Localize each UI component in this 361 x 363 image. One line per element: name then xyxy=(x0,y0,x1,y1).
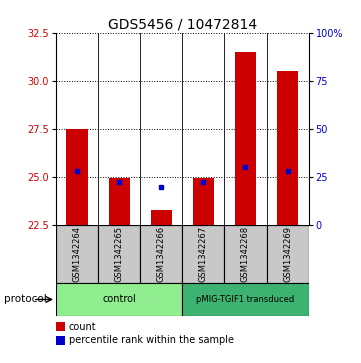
Text: percentile rank within the sample: percentile rank within the sample xyxy=(69,335,234,345)
Bar xyxy=(140,225,182,283)
Bar xyxy=(182,283,309,316)
Bar xyxy=(109,178,130,225)
Bar xyxy=(225,225,266,283)
Text: GSM1342268: GSM1342268 xyxy=(241,226,250,282)
Text: GSM1342265: GSM1342265 xyxy=(115,226,123,282)
Bar xyxy=(235,52,256,225)
Bar xyxy=(182,225,225,283)
Title: GDS5456 / 10472814: GDS5456 / 10472814 xyxy=(108,17,257,32)
Text: GSM1342266: GSM1342266 xyxy=(157,226,166,282)
Text: count: count xyxy=(69,322,96,332)
Text: protocol: protocol xyxy=(4,294,46,305)
Bar xyxy=(193,178,214,225)
Bar xyxy=(56,283,182,316)
Text: control: control xyxy=(102,294,136,305)
Text: GSM1342269: GSM1342269 xyxy=(283,226,292,282)
Text: GSM1342264: GSM1342264 xyxy=(73,226,82,282)
Text: GSM1342267: GSM1342267 xyxy=(199,226,208,282)
Bar xyxy=(98,225,140,283)
Bar xyxy=(56,225,98,283)
Bar xyxy=(266,225,309,283)
Bar xyxy=(151,210,172,225)
Bar xyxy=(277,71,298,225)
Bar xyxy=(66,129,87,225)
Text: pMIG-TGIF1 transduced: pMIG-TGIF1 transduced xyxy=(196,295,295,304)
